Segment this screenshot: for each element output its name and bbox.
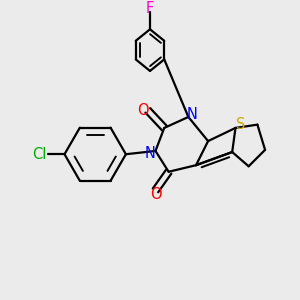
Text: F: F bbox=[146, 1, 154, 16]
Text: O: O bbox=[150, 187, 161, 202]
Text: Cl: Cl bbox=[32, 147, 46, 162]
Text: N: N bbox=[186, 107, 197, 122]
Text: O: O bbox=[138, 103, 149, 118]
Text: N: N bbox=[145, 146, 155, 160]
Text: S: S bbox=[236, 117, 246, 132]
